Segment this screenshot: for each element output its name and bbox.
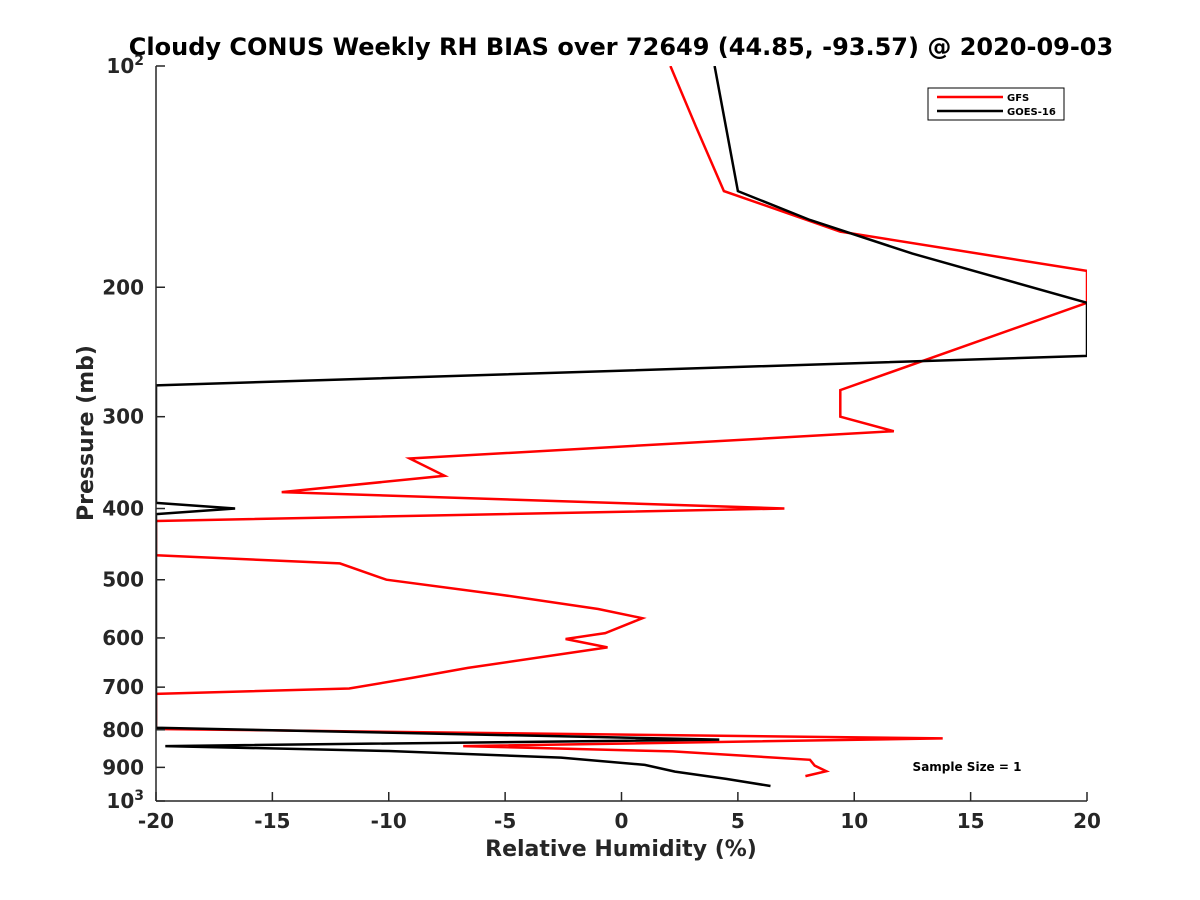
series-line-goes16 xyxy=(156,66,1087,788)
x-tick-label: 10 xyxy=(840,809,868,833)
y-tick-label: 800 xyxy=(102,718,144,742)
x-tick-label: -15 xyxy=(254,809,290,833)
plot-background xyxy=(156,66,1087,801)
x-tick-label: -10 xyxy=(371,809,407,833)
x-tick-label: 5 xyxy=(731,809,745,833)
chart-title: Cloudy CONUS Weekly RH BIAS over 72649 (… xyxy=(129,33,1113,61)
y-tick-label: 300 xyxy=(102,405,144,429)
x-tick-label: -5 xyxy=(494,809,516,833)
x-tick-label: 0 xyxy=(615,809,629,833)
legend-label-gfs: GFS xyxy=(1007,93,1029,104)
legend-box xyxy=(927,87,1065,121)
plot-area: -20 -15 -10 -5 0 5 10 15 20 102 200 300 400 500 600 70… xyxy=(102,53,1101,833)
x-ticks: -20 -15 -10 -5 0 5 10 15 20 xyxy=(138,792,1101,833)
series-layer xyxy=(156,66,1087,788)
y-axis-title: Pressure (mb) xyxy=(74,345,99,521)
y-tick-label: 200 xyxy=(102,275,144,299)
sample-size-annotation: Sample Size = 1 xyxy=(913,760,1022,774)
y-tick-label: 900 xyxy=(102,755,144,779)
y-tick-label: 600 xyxy=(102,626,144,650)
x-tick-label: 15 xyxy=(957,809,985,833)
y-tick-label: 500 xyxy=(102,568,144,592)
legend: GFS GOES-16 xyxy=(927,87,1065,121)
x-axis-title: Relative Humidity (%) xyxy=(485,837,757,862)
x-tick-label: 20 xyxy=(1073,809,1101,833)
legend-label-goes16: GOES-16 xyxy=(1007,107,1056,118)
x-tick-label: -20 xyxy=(138,809,174,833)
y-tick-label: 400 xyxy=(102,497,144,521)
y-tick-label: 700 xyxy=(102,675,144,699)
y-tick-label: 102 xyxy=(106,53,144,78)
